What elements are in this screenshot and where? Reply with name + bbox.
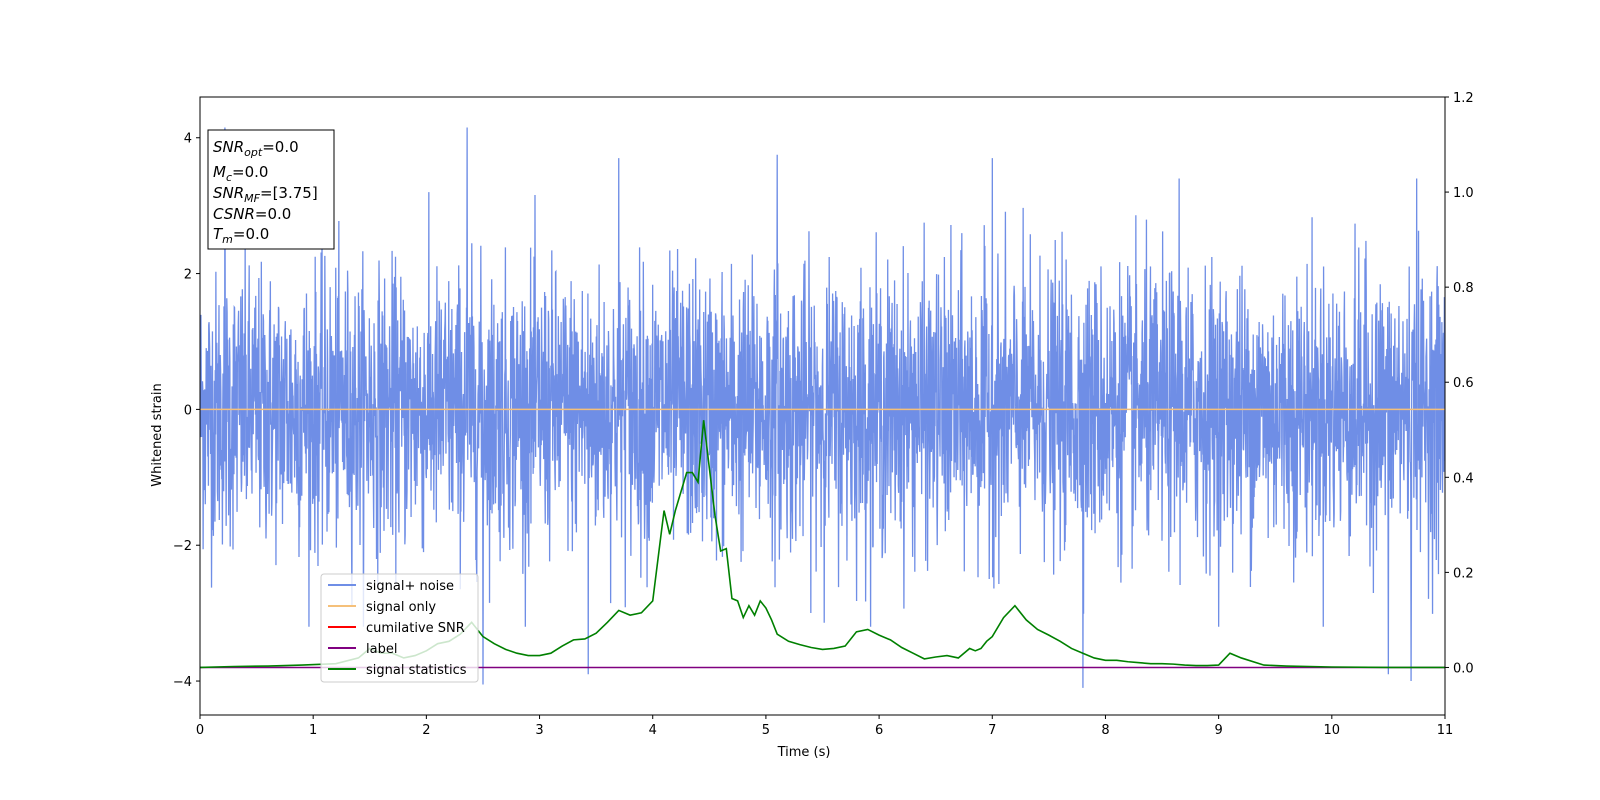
y-tick-label-left: 2 [184,268,192,283]
legend: signal+ noise signal only cumilative SNR la… [320,573,479,683]
info-snr-mf: SNRMF=[3.75] [213,184,318,205]
y-tick-label-left: 0 [184,403,192,418]
x-tick-label: 9 [1214,723,1222,738]
y-tick-label-right: 0.2 [1453,566,1474,581]
y-tick-label-left: −4 [173,675,192,690]
axes: 0 1 2 3 4 5 6 7 8 9 10 11 −4 −2 0 2 4 0.0 0.2 0.4 0.6 0.8 1.0 1… [173,91,1474,738]
legend-label: signal statistics [366,663,467,678]
legend-label: signal only [366,600,436,615]
legend-label: cumilative SNR [366,621,465,636]
x-tick-label: 2 [422,723,430,738]
y-tick-label-left: −2 [173,539,192,554]
info-box: SNRopt=0.0 Mc=0.0 SNRMF=[3.75] CSNR=0.0 … [207,129,335,250]
y-tick-label-right: 0.0 [1453,661,1474,676]
x-tick-label: 11 [1437,723,1454,738]
x-tick-label: 7 [988,723,996,738]
info-mc: Mc=0.0 [213,163,268,184]
x-tick-label: 5 [762,723,770,738]
plot-frame [199,96,1446,716]
x-tick-label: 4 [649,723,657,738]
y-tick-label-right: 1.0 [1453,186,1474,201]
x-tick-label: 1 [309,723,317,738]
y-tick-label-right: 0.8 [1453,281,1474,296]
x-tick-label: 6 [875,723,883,738]
info-tm: Tm=0.0 [213,225,269,246]
series-signal-statistics [200,420,1445,669]
info-snr-opt: SNRopt=0.0 [213,138,299,159]
x-tick-label: 0 [196,723,204,738]
legend-label: label [366,642,397,657]
y-tick-label-right: 0.6 [1453,376,1474,391]
x-tick-label: 8 [1101,723,1109,738]
y-tick-label-left: 4 [184,132,192,147]
series-signal-noise [200,127,1445,688]
x-axis-label: Time (s) [777,745,831,760]
info-csnr: CSNR=0.0 [213,205,291,223]
x-tick-label: 10 [1324,723,1341,738]
y-tick-label-right: 0.4 [1453,471,1474,486]
y-tick-label-right: 1.2 [1453,91,1474,106]
x-tick-label: 3 [535,723,543,738]
legend-label: signal+ noise [366,579,454,594]
y-axis-label: Whitened strain [150,383,165,486]
